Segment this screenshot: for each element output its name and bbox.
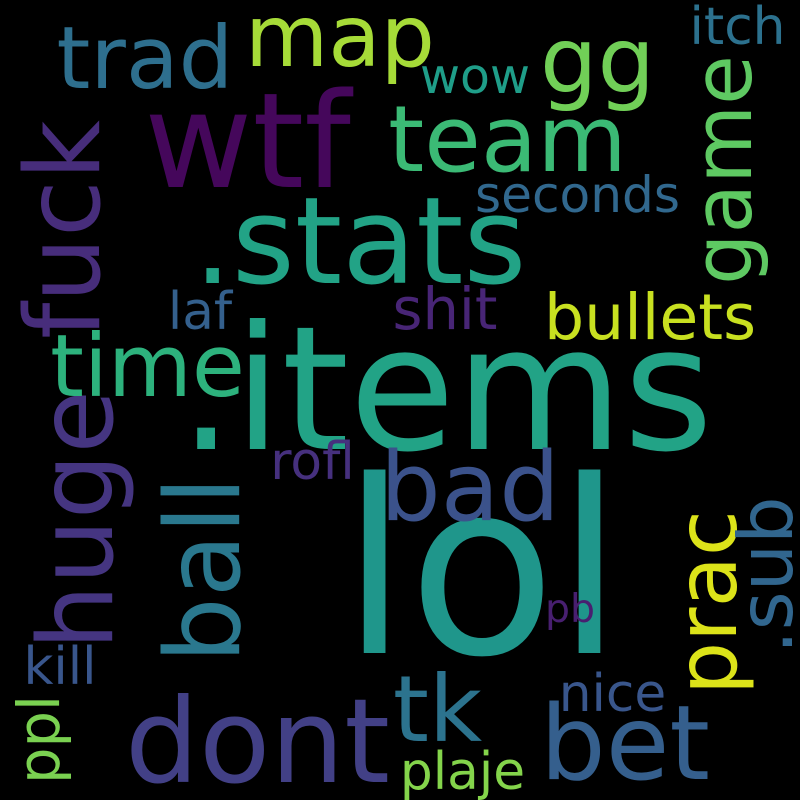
- word-ball: ball: [144, 476, 265, 664]
- word-kill: kill: [23, 636, 97, 697]
- word-map: map: [245, 0, 435, 87]
- word-rofl: rofl: [270, 431, 355, 492]
- word-stats: .stats: [193, 172, 527, 313]
- word-tk: tk: [392, 656, 483, 763]
- word-wow: wow: [420, 48, 530, 106]
- word-huge: huge: [16, 390, 137, 650]
- word-wtf: wtf: [144, 65, 351, 220]
- word-fuck: fuck: [4, 120, 125, 340]
- word-pb: pb: [545, 586, 595, 633]
- word-nice: nice: [558, 663, 667, 724]
- word-plaje: plaje: [399, 741, 526, 800]
- word-ppl: ppl: [6, 695, 74, 785]
- word-bullets: bullets: [543, 279, 757, 354]
- word-trad: trad: [56, 9, 234, 110]
- word-time: time: [50, 317, 245, 418]
- word-itch: itch: [689, 0, 786, 57]
- word-items: .items: [178, 288, 714, 490]
- word-dont: dont: [125, 674, 390, 800]
- word-lol: lol: [341, 429, 623, 711]
- word-bet: bet: [540, 684, 710, 800]
- word-bad: bad: [380, 430, 560, 543]
- word-laf: laf: [167, 281, 233, 342]
- word-team: team: [388, 86, 627, 193]
- word-shit: shit: [392, 276, 498, 344]
- word-seconds: seconds: [475, 164, 680, 224]
- word-game: game: [677, 55, 772, 285]
- word-sub: .sub: [723, 496, 800, 654]
- word-gg: gg: [540, 9, 655, 115]
